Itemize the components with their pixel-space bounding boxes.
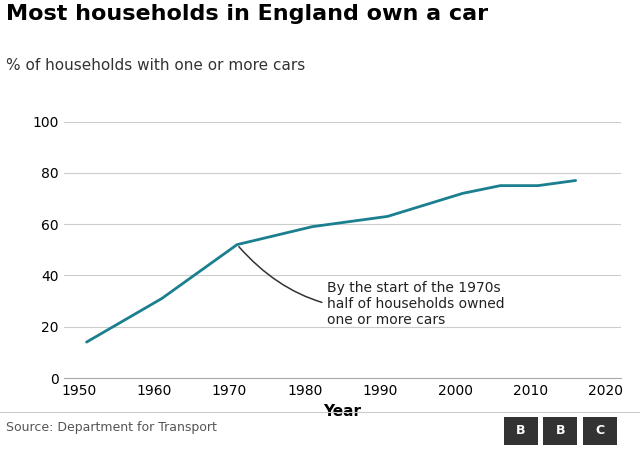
FancyBboxPatch shape [543, 417, 577, 445]
FancyBboxPatch shape [504, 417, 538, 445]
FancyBboxPatch shape [583, 417, 617, 445]
X-axis label: Year: Year [323, 405, 362, 419]
Text: By the start of the 1970s
half of households owned
one or more cars: By the start of the 1970s half of househ… [239, 247, 505, 327]
Text: Source: Department for Transport: Source: Department for Transport [6, 421, 217, 434]
Text: % of households with one or more cars: % of households with one or more cars [6, 58, 306, 73]
Text: C: C [595, 424, 604, 437]
Text: B: B [556, 424, 565, 437]
Text: B: B [516, 424, 525, 437]
Text: Most households in England own a car: Most households in England own a car [6, 4, 488, 24]
